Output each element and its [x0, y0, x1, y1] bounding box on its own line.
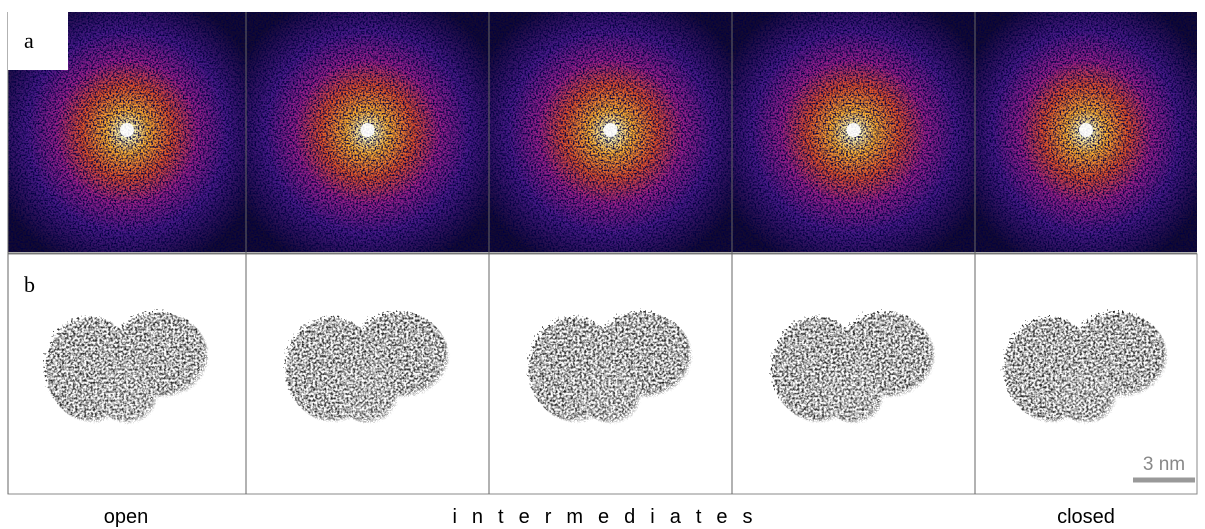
caption: closed [1057, 506, 1115, 528]
center-spot [1079, 123, 1093, 137]
domain [1056, 367, 1116, 423]
domain [338, 367, 398, 423]
panels [8, 12, 1197, 494]
caption: open [104, 506, 149, 528]
center-spot [361, 123, 375, 137]
domain [97, 367, 157, 423]
scale-bar-label: 3 nm [1143, 454, 1185, 475]
panel-label: a [24, 28, 34, 53]
caption: intermediates [452, 506, 767, 528]
center-spot [847, 123, 861, 137]
center-spot [120, 123, 134, 137]
domain [824, 367, 884, 423]
figure: a b 3 nm open intermediates closed [0, 0, 1205, 529]
domain [581, 367, 641, 423]
label-box [8, 12, 68, 70]
center-spot [604, 123, 618, 137]
panel-label: b [24, 272, 35, 297]
